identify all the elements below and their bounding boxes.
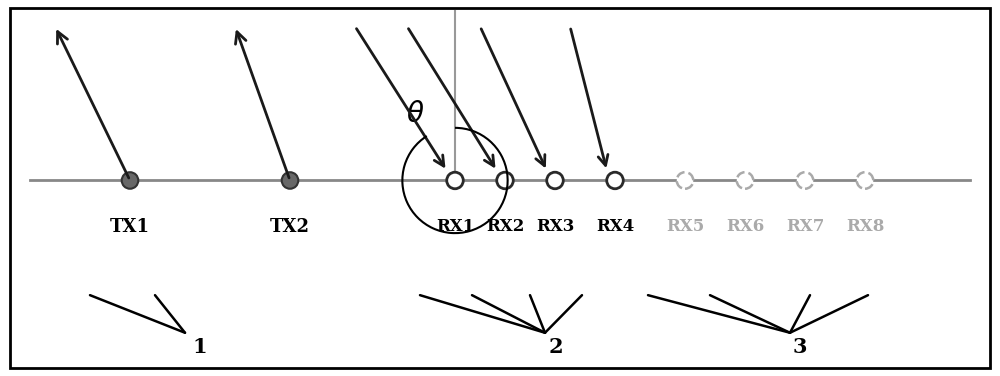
Circle shape xyxy=(282,172,298,189)
Circle shape xyxy=(122,172,138,189)
Text: RX5: RX5 xyxy=(666,218,704,235)
Text: RX1: RX1 xyxy=(436,218,474,235)
Text: RX2: RX2 xyxy=(486,218,524,235)
Circle shape xyxy=(447,172,463,189)
Text: 2: 2 xyxy=(549,337,563,356)
Text: RX8: RX8 xyxy=(846,218,884,235)
Circle shape xyxy=(677,172,693,189)
Text: RX7: RX7 xyxy=(786,218,824,235)
Circle shape xyxy=(607,172,623,189)
Text: 3: 3 xyxy=(793,337,807,356)
Text: RX3: RX3 xyxy=(536,218,574,235)
Circle shape xyxy=(547,172,563,189)
Circle shape xyxy=(797,172,813,189)
Text: $\theta$: $\theta$ xyxy=(406,101,424,128)
Text: RX4: RX4 xyxy=(596,218,634,235)
Text: TX1: TX1 xyxy=(110,218,150,236)
Text: 1: 1 xyxy=(193,337,207,356)
Text: TX2: TX2 xyxy=(270,218,310,236)
Circle shape xyxy=(857,172,873,189)
Circle shape xyxy=(497,172,513,189)
Text: RX6: RX6 xyxy=(726,218,764,235)
Circle shape xyxy=(737,172,753,189)
